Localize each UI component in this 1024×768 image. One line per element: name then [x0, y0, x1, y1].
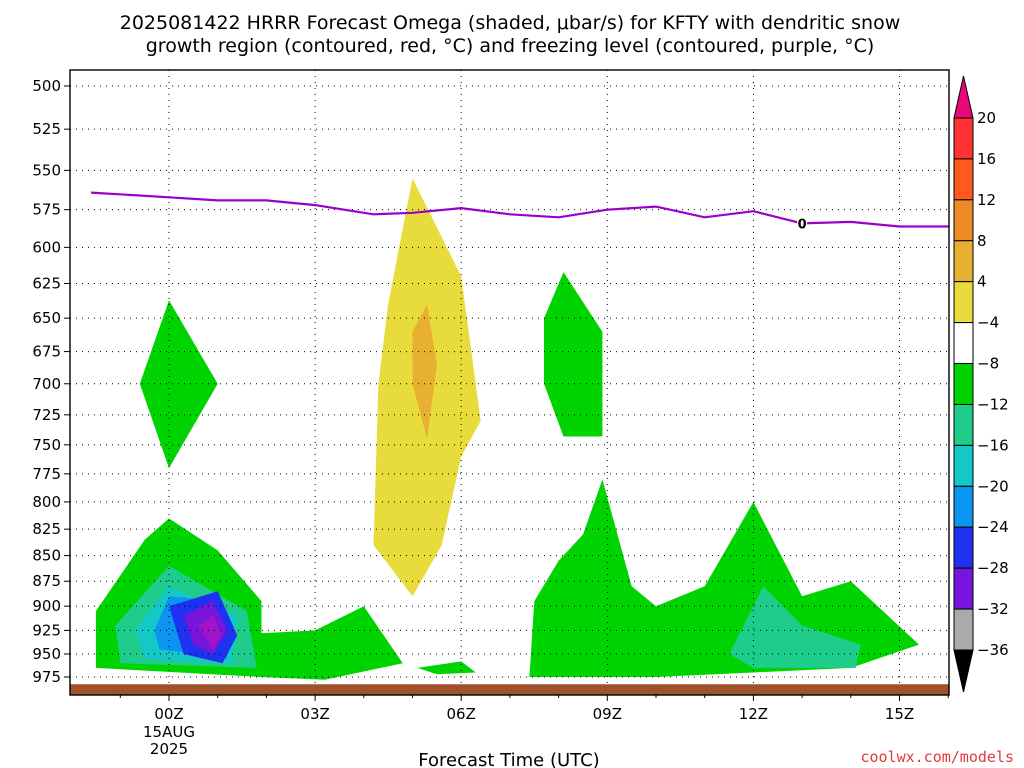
colorbar-label-12: −32	[977, 600, 1009, 618]
colorbar-label-11: −28	[977, 559, 1009, 577]
colorbar-swatch-10	[953, 526, 974, 569]
chart-title-line2: growth region (contoured, red, °C) and f…	[146, 35, 875, 57]
colorbar-swatch-13	[953, 608, 974, 651]
x-tick-label-12Z: 12Z	[739, 705, 768, 723]
colorbar-bottom-arrow	[953, 649, 974, 693]
x-tick-label-06Z: 06Z	[447, 705, 476, 723]
colorbar-label-9: −20	[977, 477, 1009, 495]
y-tick-label-525: 525	[32, 120, 61, 138]
colorbar-swatch-2	[953, 199, 974, 242]
y-tick-label-600: 600	[32, 238, 61, 256]
colorbar-label-3: 8	[977, 232, 987, 250]
omega-shading	[95, 178, 919, 680]
colorbar-label-8: −16	[977, 436, 1009, 454]
y-tick-label-750: 750	[32, 436, 61, 454]
y-tick-label-975: 975	[32, 668, 61, 686]
colorbar-label-1: 16	[977, 150, 996, 168]
x-tick-label-00Z: 00Z	[154, 705, 183, 723]
y-tick-label-550: 550	[32, 161, 61, 179]
omega-region-7	[198, 615, 223, 650]
y-tick-label-800: 800	[32, 493, 61, 511]
y-tick-label-725: 725	[32, 406, 61, 424]
y-tick-label-950: 950	[32, 645, 61, 663]
x-tick-label-09Z: 09Z	[593, 705, 622, 723]
colorbar-swatch-11	[953, 567, 974, 610]
colorbar-swatch-8	[953, 444, 974, 487]
colorbar: 20 16 12 8 4 −4 −8 −12 −16 −20 −24 −28 −32 −36	[953, 75, 1009, 693]
y-tick-label-850: 850	[32, 547, 61, 565]
y-tick-label-925: 925	[32, 621, 61, 639]
omega-region-12	[544, 272, 603, 437]
y-tick-label-675: 675	[32, 343, 61, 361]
colorbar-swatch-4	[953, 281, 974, 324]
freezing-level-label: 0	[798, 217, 807, 232]
x-tick-label-15Z: 15Z	[885, 705, 914, 723]
credit-text: coolwx.com/models	[860, 748, 1014, 766]
y-tick-label-500: 500	[32, 77, 61, 95]
colorbar-label-4: 4	[977, 273, 987, 291]
x-axis-label: Forecast Time (UTC)	[418, 750, 599, 768]
y-tick-label-625: 625	[32, 274, 61, 292]
colorbar-swatch-9	[953, 485, 974, 528]
colorbar-label-7: −12	[977, 395, 1009, 413]
x-tick-label-03Z: 03Z	[300, 705, 329, 723]
y-tick-label-700: 700	[32, 375, 61, 393]
colorbar-swatch-1	[953, 158, 974, 201]
colorbar-swatch-6	[953, 363, 974, 405]
y-tick-label-825: 825	[32, 520, 61, 538]
y-tick-label-775: 775	[32, 465, 61, 483]
colorbar-label-10: −24	[977, 518, 1009, 536]
x-tick-sublabel-00Z-1: 2025	[150, 740, 188, 758]
y-tick-label-650: 650	[32, 309, 61, 327]
colorbar-label-5: −4	[977, 314, 999, 332]
omega-region-8	[261, 606, 403, 680]
chart-title-line1: 2025081422 HRRR Forecast Omega (shaded, …	[120, 12, 901, 34]
colorbar-top-arrow	[953, 75, 974, 119]
omega-region-14	[729, 586, 861, 668]
colorbar-label-13: −36	[977, 641, 1009, 659]
y-tick-label-875: 875	[32, 572, 61, 590]
x-tick-sublabel-00Z-0: 15AUG	[143, 723, 195, 741]
colorbar-swatch-5	[953, 322, 974, 365]
y-axis-ticks: 500 525 550 575 600 625 650 675 700 725 750 775 800 8…	[32, 77, 70, 686]
omega-region-10	[412, 304, 437, 439]
colorbar-swatch-3	[953, 240, 974, 283]
terrain-strip	[70, 684, 949, 695]
y-tick-label-900: 900	[32, 597, 61, 615]
colorbar-label-2: 12	[977, 191, 996, 209]
colorbar-label-6: −8	[977, 355, 999, 373]
freezing-level-label-halo	[797, 216, 808, 231]
colorbar-swatch-0	[953, 117, 974, 160]
colorbar-label-0: 20	[977, 109, 996, 127]
grid-lines	[70, 70, 949, 695]
colorbar-swatch-7	[953, 403, 974, 446]
omega-region-13	[529, 479, 919, 677]
y-tick-label-575: 575	[32, 201, 61, 219]
plot-area: 0 500 525 550 575 600 625 650 675 700 725 750 775 80…	[32, 69, 950, 758]
